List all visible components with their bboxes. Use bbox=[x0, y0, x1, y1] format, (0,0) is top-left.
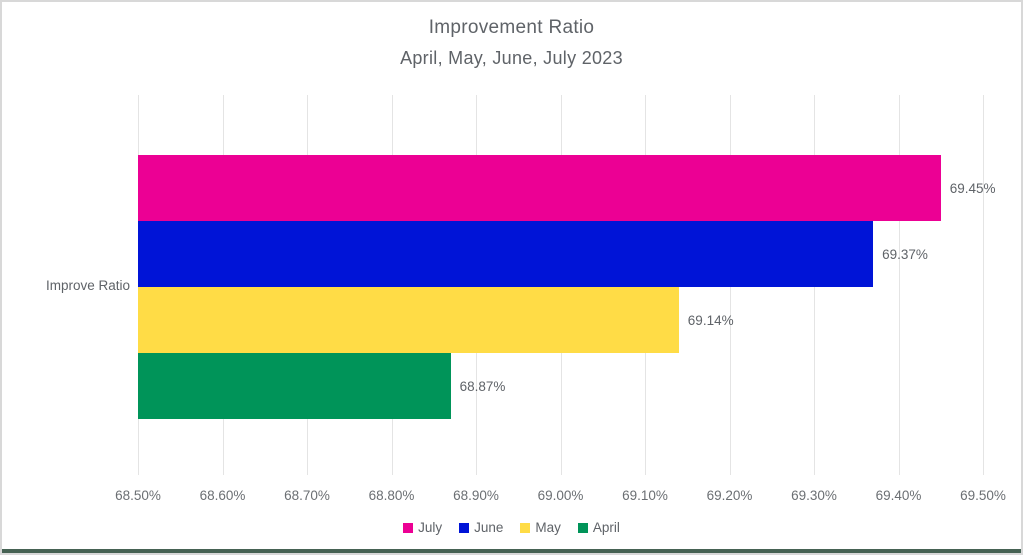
legend-item-april: April bbox=[577, 520, 620, 535]
x-axis-tick-label: 68.80% bbox=[368, 488, 415, 503]
x-axis-tick-label: 68.90% bbox=[453, 488, 499, 503]
legend-swatch-icon bbox=[459, 522, 470, 533]
bar-value-label: 69.37% bbox=[882, 246, 928, 262]
plot-area: 69.45% 69.37% 69.14% 68.87% bbox=[138, 95, 996, 475]
legend-item-may: May bbox=[520, 520, 561, 535]
x-axis-tick-label: 69.20% bbox=[706, 488, 753, 503]
bar-value-label: 69.14% bbox=[687, 312, 734, 328]
legend-label: April bbox=[592, 520, 620, 535]
x-axis-tick-label: 69.10% bbox=[622, 488, 668, 503]
gridline bbox=[898, 95, 900, 475]
x-axis-tick-label: 69.30% bbox=[791, 488, 837, 503]
chart-title: Improvement Ratio bbox=[428, 17, 595, 38]
x-axis-tick-label: 69.00% bbox=[537, 488, 584, 503]
legend-item-june: June bbox=[459, 520, 503, 535]
bar-april[interactable] bbox=[138, 353, 451, 419]
x-axis-ticks: 68.50% 68.60% 68.70% 68.80% 68.90% 69.00% 69.1… bbox=[115, 488, 1006, 506]
bar-row-april: 68.87% bbox=[138, 353, 983, 419]
bar-value-label: 68.87% bbox=[459, 378, 506, 394]
bar-row-july: 69.45% bbox=[138, 155, 996, 221]
bar-june[interactable] bbox=[138, 221, 874, 287]
legend-label: June bbox=[474, 520, 504, 535]
category-axis-label: Improve Ratio bbox=[45, 278, 130, 293]
legend-label: July bbox=[418, 520, 443, 535]
legend: July June May April bbox=[2, 520, 1021, 535]
legend-swatch-icon bbox=[403, 522, 414, 533]
chart-subtitle: April, May, June, July 2023 bbox=[400, 48, 623, 68]
bar-may[interactable] bbox=[138, 287, 679, 353]
x-axis-tick-label: 69.40% bbox=[875, 488, 922, 503]
legend-swatch-icon bbox=[577, 522, 588, 533]
bar-row-june: 69.37% bbox=[138, 221, 983, 287]
bar-value-label: 69.45% bbox=[949, 180, 996, 196]
x-axis-tick-label: 68.50% bbox=[115, 488, 161, 503]
x-axis-tick-label: 69.50% bbox=[960, 488, 1006, 503]
bars-group: 69.45% 69.37% 69.14% 68.87% bbox=[138, 155, 996, 419]
title-block: Improvement Ratio April, May, June, July… bbox=[2, 17, 1021, 69]
bottom-edge-strip bbox=[2, 549, 1021, 553]
bar-july[interactable] bbox=[138, 155, 941, 221]
x-axis-tick-label: 68.70% bbox=[284, 488, 330, 503]
legend-item-july: July bbox=[403, 520, 442, 535]
legend-swatch-icon bbox=[520, 522, 531, 533]
x-axis-tick-label: 68.60% bbox=[199, 488, 246, 503]
bar-row-may: 69.14% bbox=[138, 287, 983, 353]
gridline bbox=[983, 95, 984, 475]
legend-label: May bbox=[535, 520, 561, 535]
